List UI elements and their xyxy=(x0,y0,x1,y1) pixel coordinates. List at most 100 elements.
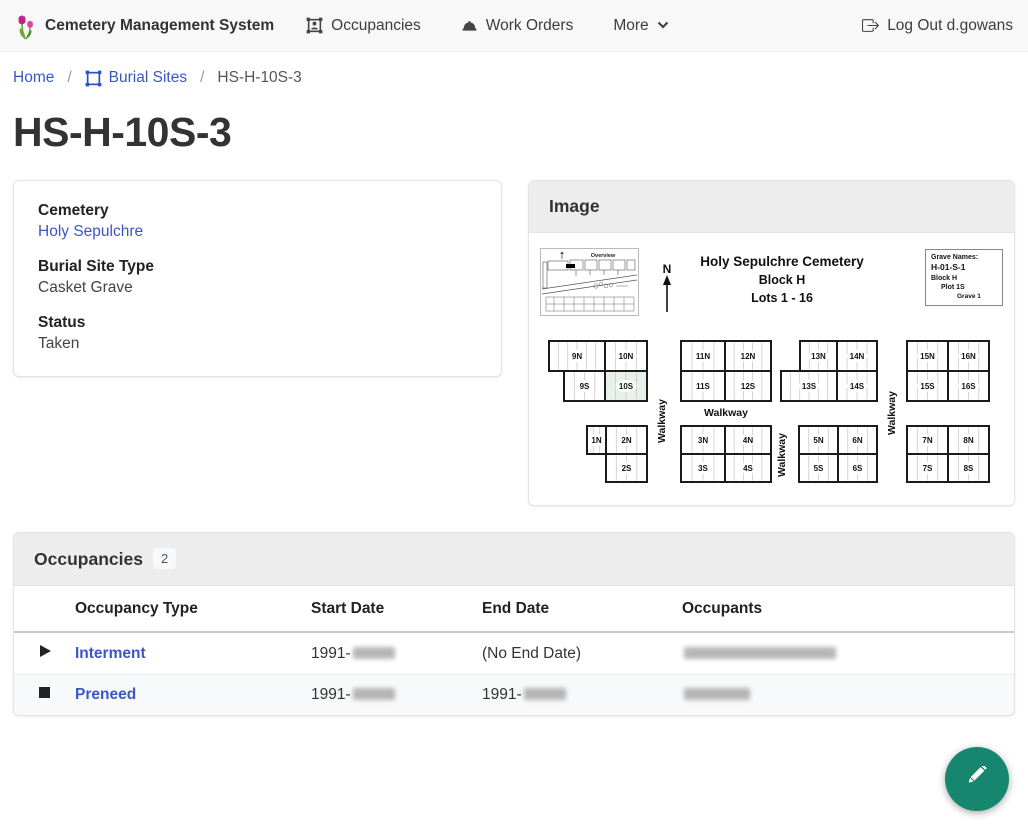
icon-column-header xyxy=(14,586,75,633)
svg-text:3N: 3N xyxy=(698,436,708,445)
field-burial-site-type: Burial Site Type Casket Grave xyxy=(38,258,477,297)
nav-item-more[interactable]: More xyxy=(613,17,668,35)
north-arrow: N xyxy=(659,263,675,318)
logout-icon xyxy=(862,17,880,34)
cemetery-link[interactable]: Holy Sepulchre xyxy=(38,223,144,240)
nav-item-occupancies[interactable]: Occupancies xyxy=(306,17,421,35)
app-title: Cemetery Management System xyxy=(45,16,275,34)
nav-item-label: More xyxy=(613,16,649,34)
column-header-end-date: End Date xyxy=(482,586,682,633)
map-lot-16S: 16S xyxy=(947,370,990,402)
map-lot-7S: 7S xyxy=(906,453,949,483)
edit-fab-button[interactable] xyxy=(945,747,1009,811)
breadcrumb-separator: / xyxy=(67,69,72,86)
hard-hat-icon xyxy=(461,17,478,34)
field-label: Burial Site Type xyxy=(38,258,154,275)
breadcrumb-current: HS-H-10S-3 xyxy=(217,69,302,86)
cell-text: (No End Date) xyxy=(482,644,582,662)
breadcrumb-burial-sites-label: Burial Sites xyxy=(108,69,188,86)
tulip-logo-icon xyxy=(15,12,37,40)
svg-text:10S: 10S xyxy=(619,382,634,391)
occupants-cell xyxy=(682,632,1014,675)
svg-text:9S: 9S xyxy=(580,382,590,391)
nav-item-work-orders[interactable]: Work Orders xyxy=(461,17,573,35)
breadcrumb-home-label: Home xyxy=(13,69,55,86)
logout-label: Log Out d.gowans xyxy=(887,16,1013,34)
overview-thumbnail: Overview xyxy=(540,248,639,321)
field-label: Cemetery xyxy=(38,202,109,219)
occupancy-type-link[interactable]: Preneed xyxy=(75,686,137,703)
svg-text:12S: 12S xyxy=(741,382,756,391)
svg-text:5N: 5N xyxy=(813,436,823,445)
legend-line: Grave Names: xyxy=(931,254,979,261)
cell-text: 1991- xyxy=(311,686,351,703)
map-lot-6N: 6N xyxy=(837,425,878,455)
play-icon xyxy=(40,645,51,657)
map-lot-15S: 15S xyxy=(906,370,949,402)
occupancies-table: Occupancy Type Start Date End Date Occup… xyxy=(14,586,1014,715)
end-date-cell: 1991- xyxy=(482,674,682,715)
occupancy-type-link[interactable]: Interment xyxy=(75,644,146,662)
lot-grid: 9N 10N 9S 10S 11N 12N 11S 12S 13N 14N 13S 14S 15N 16N… xyxy=(548,340,990,483)
map-lot-8S: 8S xyxy=(947,453,990,483)
occupancy-type-cell: Interment xyxy=(75,632,311,675)
cell-text: 1991- xyxy=(482,686,522,703)
occupancy-status-cell xyxy=(14,632,75,675)
map-lot-12S: 12S xyxy=(724,370,772,402)
cell-text: 1991- xyxy=(311,644,351,662)
occupancies-title: Occupancies xyxy=(34,549,143,569)
map-lot-10S: 10S xyxy=(604,370,648,402)
map-lot-12N: 12N xyxy=(724,340,772,372)
occupancies-icon xyxy=(306,17,323,34)
map-lot-3S: 3S xyxy=(680,453,726,483)
redacted-text xyxy=(684,688,750,700)
breadcrumb-separator: / xyxy=(200,69,205,86)
stop-icon xyxy=(39,687,50,698)
nav-items: Occupancies Work Orders More xyxy=(306,17,669,35)
legend-line: Block H xyxy=(931,274,958,282)
svg-text:7S: 7S xyxy=(923,464,933,473)
field-cemetery: Cemetery Holy Sepulchre xyxy=(38,202,477,241)
map-title-line: Holy Sepulchre Cemetery xyxy=(700,254,864,269)
walkway-label: Walkway xyxy=(886,391,898,435)
burial-site-icon xyxy=(85,70,102,87)
redacted-text xyxy=(352,646,395,659)
svg-text:11S: 11S xyxy=(696,382,710,391)
walkway-label: Walkway xyxy=(776,433,788,477)
breadcrumb: Home / Burial Sites / HS-H-10S-3 xyxy=(13,52,1015,93)
map-lot-13S: 13S xyxy=(780,370,838,402)
end-date-cell: (No End Date) xyxy=(482,632,682,675)
map-lot-6S: 6S xyxy=(837,453,878,483)
field-status: Status Taken xyxy=(38,314,477,353)
map-lot-4S: 4S xyxy=(724,453,772,483)
overview-sketch: Overview xyxy=(540,248,639,316)
walkway-label: Walkway xyxy=(656,399,668,443)
status-value: Taken xyxy=(38,335,80,352)
map-lot-2S: 2S xyxy=(605,453,648,483)
chevron-down-icon xyxy=(657,21,669,30)
map-lot-11N: 11N xyxy=(680,340,726,372)
logout-button[interactable]: Log Out d.gowans xyxy=(862,17,1013,35)
legend-line: Plot 1S xyxy=(941,284,965,292)
map-lot-9S: 9S xyxy=(563,370,606,402)
map-lot-2N: 2N xyxy=(605,425,648,455)
cemetery-plot-map: 9N 10N 9S 10S 11N 12N 11S 12S 13N 14N 13S 14S 15N 16N… xyxy=(539,241,1005,491)
svg-text:8S: 8S xyxy=(964,464,974,473)
svg-text:4N: 4N xyxy=(743,436,753,445)
redacted-text xyxy=(352,688,395,700)
start-date-cell: 1991- xyxy=(311,632,482,675)
map-lot-14S: 14S xyxy=(836,370,878,402)
svg-text:12N: 12N xyxy=(741,352,756,361)
svg-text:7N: 7N xyxy=(922,436,932,445)
image-card: Image 9N 10N 9S 10S 11N 12N 11S 12S 13N 14N 13S 14S… xyxy=(528,180,1015,506)
app-brand[interactable]: Cemetery Management System xyxy=(15,12,274,40)
burial-site-details-card: Cemetery Holy Sepulchre Burial Site Type… xyxy=(13,180,502,377)
map-lot-9N: 9N xyxy=(548,340,606,372)
svg-text:1N: 1N xyxy=(591,436,601,445)
breadcrumb-home-link[interactable]: Home xyxy=(13,69,54,87)
table-header-row: Occupancy Type Start Date End Date Occup… xyxy=(14,586,1014,633)
svg-text:3S: 3S xyxy=(698,464,708,473)
breadcrumb-burial-sites-link[interactable]: Burial Sites xyxy=(85,69,187,87)
svg-text:14S: 14S xyxy=(850,382,865,391)
grave-names-legend: Grave Names: H-01-S-1 Block H Plot 1S Gr… xyxy=(925,249,1003,306)
